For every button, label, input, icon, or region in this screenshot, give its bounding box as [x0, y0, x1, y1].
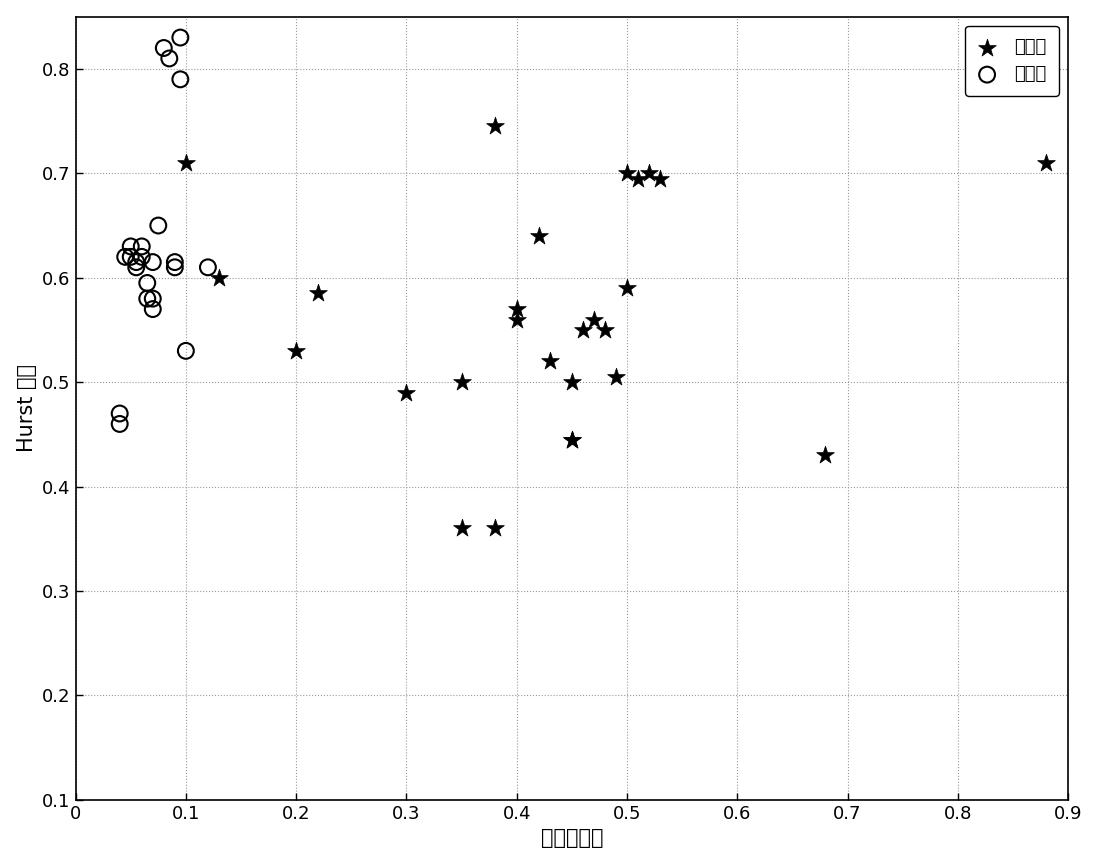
无缺陷 — [166, 260, 184, 274]
有缺陷 — [486, 522, 503, 535]
有缺陷 — [563, 432, 580, 446]
Y-axis label: Hurst 指数: Hurst 指数 — [16, 364, 36, 452]
无缺陷 — [111, 407, 129, 420]
有缺陷 — [310, 286, 328, 300]
有缺陷 — [630, 171, 647, 185]
有缺陷 — [817, 448, 834, 462]
有缺陷 — [563, 375, 580, 389]
无缺陷 — [122, 240, 140, 253]
有缺陷 — [574, 323, 591, 336]
有缺陷 — [652, 171, 669, 185]
无缺陷 — [127, 255, 145, 269]
无缺陷 — [133, 240, 151, 253]
有缺陷 — [1037, 156, 1055, 170]
无缺陷 — [166, 255, 184, 269]
有缺陷 — [563, 432, 580, 446]
有缺陷 — [618, 281, 635, 295]
无缺陷 — [116, 250, 134, 264]
无缺陷 — [160, 52, 178, 66]
无缺陷 — [171, 73, 189, 87]
Legend: 有缺陷, 无缺陷: 有缺陷, 无缺陷 — [965, 26, 1059, 96]
无缺陷 — [171, 30, 189, 44]
有缺陷 — [618, 166, 635, 180]
无缺陷 — [149, 219, 167, 233]
无缺陷 — [177, 344, 195, 358]
无缺陷 — [144, 292, 162, 305]
有缺陷 — [508, 312, 525, 326]
无缺陷 — [133, 250, 151, 264]
无缺陷 — [138, 292, 156, 305]
有缺陷 — [287, 344, 304, 358]
无缺陷 — [144, 255, 162, 269]
有缺陷 — [453, 522, 470, 535]
有缺陷 — [453, 375, 470, 389]
有缺陷 — [508, 302, 525, 316]
有缺陷 — [530, 229, 547, 243]
有缺陷 — [641, 166, 658, 180]
有缺陷 — [177, 156, 195, 170]
无缺陷 — [122, 250, 140, 264]
有缺陷 — [210, 271, 227, 285]
有缺陷 — [398, 386, 415, 400]
有缺陷 — [596, 323, 613, 336]
有缺陷 — [585, 312, 602, 326]
无缺陷 — [144, 302, 162, 316]
有缺陷 — [541, 355, 558, 368]
有缺陷 — [607, 370, 624, 384]
无缺陷 — [127, 260, 145, 274]
无缺陷 — [111, 417, 129, 431]
X-axis label: 分形线性度: 分形线性度 — [541, 829, 603, 849]
无缺陷 — [199, 260, 217, 274]
无缺陷 — [155, 41, 173, 54]
有缺陷 — [486, 119, 503, 133]
无缺陷 — [138, 276, 156, 290]
